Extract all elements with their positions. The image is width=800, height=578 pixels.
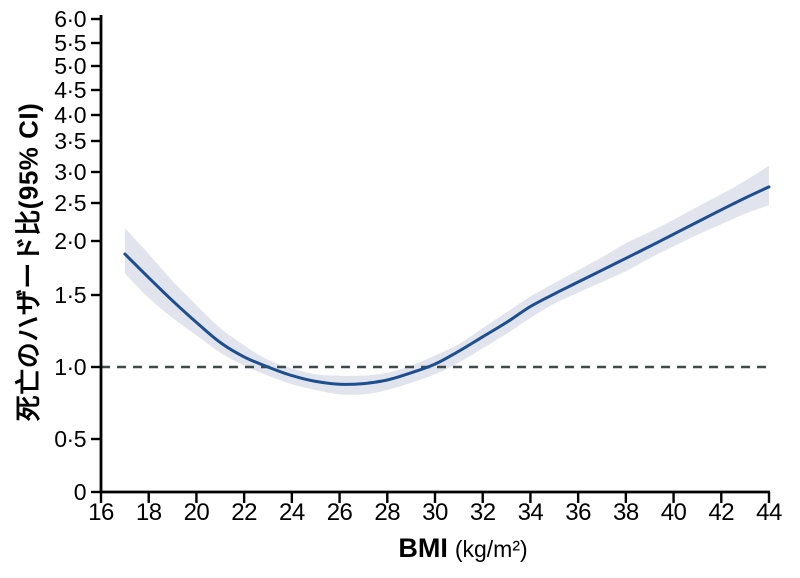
x-axis-title-unit: (kg/m²) [454,536,528,562]
y-axis-tick-label: 1·5 [54,282,86,308]
y-axis-tick-label: 2·5 [54,190,86,216]
x-axis-tick-label: 42 [708,499,735,526]
y-axis-tick-label: 6·0 [54,6,86,32]
x-axis-tick-label: 30 [422,499,448,526]
x-axis-title-main: BMI [398,533,448,563]
x-axis-tick-label: 44 [756,499,782,526]
x-axis-tick-label: 38 [612,499,639,526]
x-axis-tick-label: 26 [326,499,353,526]
y-axis-tick-label: 0·5 [54,426,86,452]
x-axis-tick-label: 28 [374,499,401,526]
y-axis-tick-label: 4·0 [54,102,86,128]
x-axis-tick-label: 20 [183,499,210,526]
x-axis-tick-label: 18 [135,499,162,526]
x-axis-tick-label: 34 [517,499,544,526]
y-axis-ticks [91,17,101,494]
x-axis-ticks [99,492,771,503]
hazard-curve [123,185,771,386]
y-axis-tick-label: 2·0 [54,228,86,254]
x-axis-tick-label: 40 [660,499,687,526]
x-axis-tick-label: 16 [88,499,114,526]
y-axis-tick-label: 3·0 [54,159,86,185]
y-axis-tick-label: 3·5 [54,128,86,154]
y-axis-tick-label: 4·5 [54,77,86,103]
y-axis-tick-label: 5·0 [54,53,86,79]
x-axis-tick-label: 32 [469,499,496,526]
x-axis-tick-label: 22 [231,499,257,526]
y-axis-tick-label: 1·0 [54,354,86,380]
x-axis-title: BMI (kg/m²) [398,533,527,564]
x-axis-tick-label: 24 [278,499,305,526]
y-axis-tick-label: 0 [73,479,87,505]
y-axis-tick-label: 5·5 [54,30,86,56]
x-axis-tick-label: 36 [565,499,591,526]
confidence-band [124,165,769,395]
